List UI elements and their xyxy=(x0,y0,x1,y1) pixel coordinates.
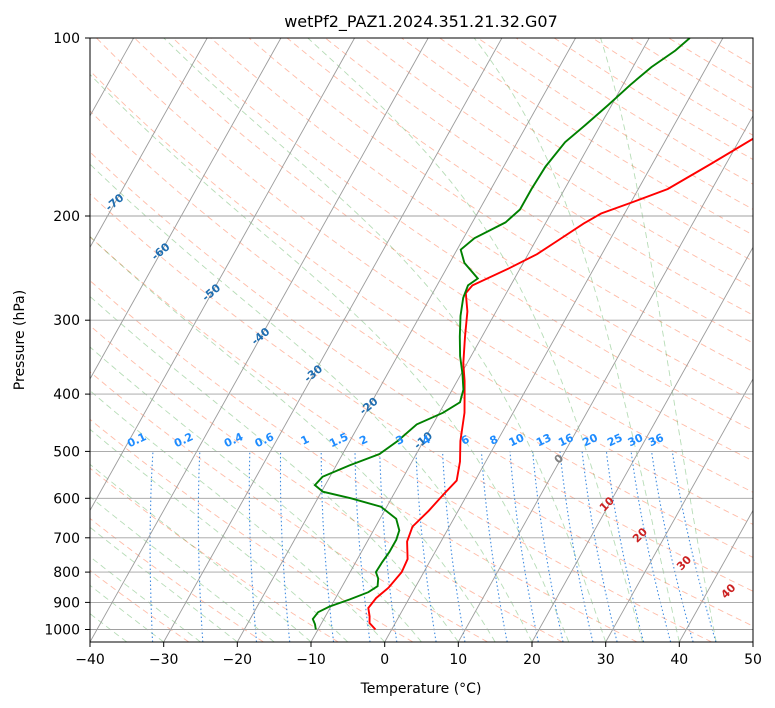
y-tick-label: 700 xyxy=(53,531,80,547)
x-axis-label: Temperature (°C) xyxy=(360,681,482,697)
skewed-isotherms xyxy=(90,38,753,642)
isotherm-line xyxy=(236,38,576,642)
dewpoint-profile xyxy=(311,38,691,630)
plot-frame xyxy=(89,37,754,643)
mixing-ratio-line xyxy=(559,451,594,642)
mixing-ratio-line xyxy=(442,451,466,642)
moist-adiabat xyxy=(600,38,717,642)
moist-adiabat xyxy=(473,38,680,642)
x-axis: −40 −30 −20 −10 0 10 20 30 40 50 xyxy=(75,642,762,668)
moist-adiabat xyxy=(90,163,533,642)
y-axis: 1000 900 800 700 600 500 400 300 200 100 xyxy=(44,31,90,639)
sounding-profiles xyxy=(311,38,753,631)
isotherm-line xyxy=(384,38,724,642)
mixing-ratio-labels: 0.1 0.2 0.4 0.6 1 1.5 2 3 4 6 8 10 13 16 20 25 30 36 xyxy=(125,430,666,450)
y-tick-label: 1000 xyxy=(44,623,80,639)
mixing-ratio-line xyxy=(354,451,371,642)
isobar-gridlines xyxy=(90,38,753,630)
isotherm-line xyxy=(90,38,282,380)
moist-adiabats xyxy=(90,38,717,642)
isotherm-line xyxy=(310,38,650,642)
mixing-ratio-label: 10 xyxy=(507,431,527,449)
dry-adiabat xyxy=(90,236,712,642)
isotherm-line xyxy=(90,38,208,249)
y-tick-label: 800 xyxy=(53,565,80,581)
moist-adiabat xyxy=(90,235,496,642)
dry-adiabat xyxy=(90,70,753,525)
mixing-ratio-line xyxy=(415,451,437,642)
temperature-profile xyxy=(367,137,753,631)
isotherm-line xyxy=(457,114,753,642)
moist-adiabat xyxy=(307,38,643,642)
mixing-ratio-line xyxy=(630,451,672,642)
isotherm-line xyxy=(90,38,429,642)
x-tick-label: −20 xyxy=(223,652,253,668)
isotherm-line xyxy=(90,38,355,512)
dry-adiabat xyxy=(90,110,753,558)
dry-adiabats xyxy=(90,38,753,642)
mixing-ratio-line xyxy=(509,451,539,642)
dry-adiabat xyxy=(90,517,264,642)
moist-adiabat xyxy=(90,346,422,642)
y-tick-label: 400 xyxy=(53,387,80,403)
dry-adiabat xyxy=(90,325,563,642)
dry-adiabat xyxy=(90,467,339,642)
mixing-ratio-line xyxy=(605,451,645,642)
y-axis-label: Pressure (hPa) xyxy=(12,290,28,390)
mixing-ratio-line xyxy=(651,451,694,642)
dry-adiabat xyxy=(90,193,753,627)
dry-adiabat xyxy=(286,38,753,344)
dry-adiabat xyxy=(90,280,638,642)
x-tick-label: 0 xyxy=(380,652,389,668)
mixing-ratio-label: 25 xyxy=(605,431,624,449)
moist-adiabat xyxy=(90,428,349,642)
y-tick-label: 300 xyxy=(53,313,80,329)
x-tick-label: −10 xyxy=(296,652,326,668)
mixing-ratio-label: 13 xyxy=(534,431,553,449)
mixing-ratio-line xyxy=(480,451,508,642)
x-tick-label: 10 xyxy=(449,652,467,668)
isotherm-line xyxy=(605,378,753,642)
dry-adiabat xyxy=(248,38,753,372)
x-tick-label: 50 xyxy=(744,652,762,668)
chart-title: wetPf2_PAZ1.2024.351.21.32.G07 xyxy=(284,12,558,32)
plot-area: -100-90-80-70-60-50-40-30-20-10 0.10.20.… xyxy=(90,38,753,642)
x-tick-label: −30 xyxy=(149,652,179,668)
dry-adiabat xyxy=(90,371,488,642)
mixing-ratio-label: 20 xyxy=(581,431,601,449)
y-tick-label: 100 xyxy=(53,31,80,47)
x-tick-label: 20 xyxy=(523,652,541,668)
isotherm-line xyxy=(678,509,753,642)
isotherm-line xyxy=(531,246,753,642)
mixing-ratio-line xyxy=(379,451,398,642)
mixing-ratio-label: 30 xyxy=(626,431,646,449)
mixing-ratio-line xyxy=(671,451,717,642)
y-tick-label: 600 xyxy=(53,491,80,507)
dry-adiabat xyxy=(134,38,753,462)
dry-adiabat xyxy=(90,151,753,592)
moist-adiabat xyxy=(90,73,570,642)
mixing-ratio-label: 16 xyxy=(556,431,576,449)
y-tick-label: 900 xyxy=(53,595,80,611)
x-tick-label: −40 xyxy=(75,652,105,668)
moist-adiabat xyxy=(90,390,386,642)
isotherm-line xyxy=(163,38,503,642)
moist-adiabat xyxy=(163,38,607,642)
y-tick-label: 200 xyxy=(53,209,80,225)
moist-adiabat xyxy=(90,295,459,642)
mixing-ratio-line xyxy=(581,451,618,642)
mixing-ratio-lines xyxy=(149,451,717,642)
y-tick-label: 500 xyxy=(53,444,80,460)
x-tick-label: 30 xyxy=(597,652,615,668)
dry-adiabat xyxy=(90,569,190,642)
mixing-ratio-label: 36 xyxy=(646,431,666,449)
dry-adiabat xyxy=(96,38,753,493)
x-tick-label: 40 xyxy=(670,652,688,668)
